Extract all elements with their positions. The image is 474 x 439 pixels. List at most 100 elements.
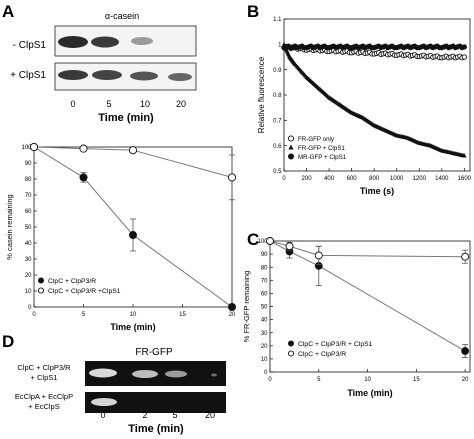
x-tick-label: 400 xyxy=(324,176,335,182)
y-tick-label: 80 xyxy=(261,265,268,271)
legend-label: MR-GFP + ClpS1 xyxy=(298,154,347,161)
series-line xyxy=(269,240,466,352)
data-point xyxy=(128,146,138,155)
gel-d-lane-tick: 2 xyxy=(142,410,147,420)
gel-a-lane-tick: 20 xyxy=(176,99,186,109)
y-tick-label: 40 xyxy=(261,318,268,324)
data-point xyxy=(79,173,88,182)
data-point xyxy=(128,230,137,239)
x-tick-label: 5 xyxy=(317,377,321,383)
gel-a-lane-tick: 5 xyxy=(106,99,111,109)
y-axis-label: Relative fluorescence xyxy=(257,56,266,133)
chart-b: 0 200 400 600 800 1000 1200 1400 1600 0.5 0.6 0.7 0.… xyxy=(257,17,472,196)
x-tick-label: 0 xyxy=(282,176,286,182)
gel-d-row2-line2: + EcClpS xyxy=(28,402,59,411)
chart-c: 0 5 10 15 20 0 10 20 30 40 50 60 70 80 90 100 Time (min)… xyxy=(242,237,471,398)
y-tick-label: 40 xyxy=(25,241,32,247)
x-axis-label: Time (min) xyxy=(347,388,392,398)
y-tick-label: 90 xyxy=(261,252,268,258)
y-tick-label: 80 xyxy=(25,177,32,183)
gel-a-axis-label: Time (min) xyxy=(98,112,154,124)
x-tick-label: 800 xyxy=(369,176,380,182)
series xyxy=(29,142,237,201)
data-point xyxy=(461,347,470,355)
gel-band xyxy=(132,370,158,378)
y-tick-label: 30 xyxy=(25,257,32,263)
x-tick-label: 10 xyxy=(364,377,371,383)
gel-band xyxy=(165,370,187,378)
legend-label: ClpC + ClpP3/R xyxy=(298,351,346,358)
x-tick-label: 10 xyxy=(130,312,137,318)
y-tick-label: 70 xyxy=(25,193,32,199)
gel-band xyxy=(58,36,88,48)
data-point xyxy=(461,54,468,60)
x-tick-label: 0 xyxy=(32,312,36,318)
data-point xyxy=(285,242,294,251)
y-tick-label: 0 xyxy=(264,370,268,376)
y-tick-label: 0.8 xyxy=(273,93,282,99)
x-tick-label: 1400 xyxy=(435,176,449,182)
y-axis-label: % casein remaining xyxy=(5,194,14,259)
legend-label: FR-GFP only xyxy=(298,136,335,143)
x-tick-label: 1200 xyxy=(413,176,427,182)
legend-label: ClpC + ClpP3/R +ClpS1 xyxy=(48,288,121,295)
gel-a-row-label-minus: - ClpS1 xyxy=(13,40,47,51)
data-point xyxy=(227,302,236,311)
gel-band xyxy=(168,73,192,81)
panel-letter-d: D xyxy=(2,332,14,351)
x-tick-label: 15 xyxy=(413,377,420,383)
x-tick-label: 1600 xyxy=(458,176,472,182)
x-axis-label: Time (s) xyxy=(360,186,394,196)
x-tick-label: 1000 xyxy=(390,176,404,182)
x-tick-label: 15 xyxy=(179,312,186,318)
legend-label: FR-GFP + ClpS1 xyxy=(298,145,345,152)
x-axis-label: Time (min) xyxy=(110,322,155,332)
series-line xyxy=(33,146,233,178)
data-point xyxy=(462,153,467,158)
gel-band xyxy=(58,70,88,80)
y-tick-label: 10 xyxy=(25,289,32,295)
gel-a: α-casein - ClpS1 + ClpS1 0 5 10 20 Time … xyxy=(10,11,197,124)
y-tick-label: 60 xyxy=(25,209,32,215)
gel-band xyxy=(130,71,158,81)
gel-d: FR-GFP ClpC + ClpP3/R + ClpS1 EcClpA + E… xyxy=(15,347,226,435)
y-tick-label: 0.9 xyxy=(273,68,282,74)
legend-label: ClpC + ClpP3/R xyxy=(48,278,96,285)
gel-d-row1-line1: ClpC + ClpP3/R xyxy=(17,363,71,372)
data-point xyxy=(266,237,274,245)
gel-a-lane-tick: 10 xyxy=(140,99,150,109)
x-tick-label: 200 xyxy=(302,176,313,182)
y-tick-label: 1 xyxy=(278,42,282,48)
gel-d-blot-bottom xyxy=(85,392,226,413)
legend-marker xyxy=(38,277,45,284)
gel-d-lane-tick: 0 xyxy=(100,410,105,420)
gel-band xyxy=(91,36,119,48)
legend-marker xyxy=(287,135,295,142)
legend-marker xyxy=(37,287,45,294)
y-tick-label: 50 xyxy=(25,225,32,231)
gel-d-axis-label: Time (min) xyxy=(128,423,184,435)
gel-band xyxy=(91,398,117,406)
legend-label: ClpC + ClpP3/R + ClpS1 xyxy=(298,341,373,348)
y-tick-label: 50 xyxy=(261,305,268,311)
y-tick-label: 70 xyxy=(261,278,268,284)
series xyxy=(281,43,467,51)
data-point xyxy=(461,44,467,50)
data-point xyxy=(314,251,323,260)
x-tick-label: 5 xyxy=(82,312,86,318)
y-axis-label: % FR-GFP remaining xyxy=(242,271,251,343)
y-tick-label: 90 xyxy=(25,161,32,167)
y-tick-label: 60 xyxy=(261,292,268,298)
gel-d-lane-tick: 5 xyxy=(172,410,177,420)
panel-letter-a: A xyxy=(2,2,14,21)
chart-a: 0 5 10 15 20 0 10 20 30 40 50 60 70 80 90 100 Time (min)… xyxy=(5,142,237,332)
y-tick-label: 0.7 xyxy=(273,118,282,124)
series xyxy=(29,142,236,311)
gel-band xyxy=(211,373,217,377)
data-point xyxy=(227,173,237,182)
y-tick-label: 30 xyxy=(261,331,268,337)
y-tick-label: 100 xyxy=(21,145,32,151)
panel-letter-c: C xyxy=(247,230,259,249)
gel-d-lane-tick: 20 xyxy=(205,410,215,420)
